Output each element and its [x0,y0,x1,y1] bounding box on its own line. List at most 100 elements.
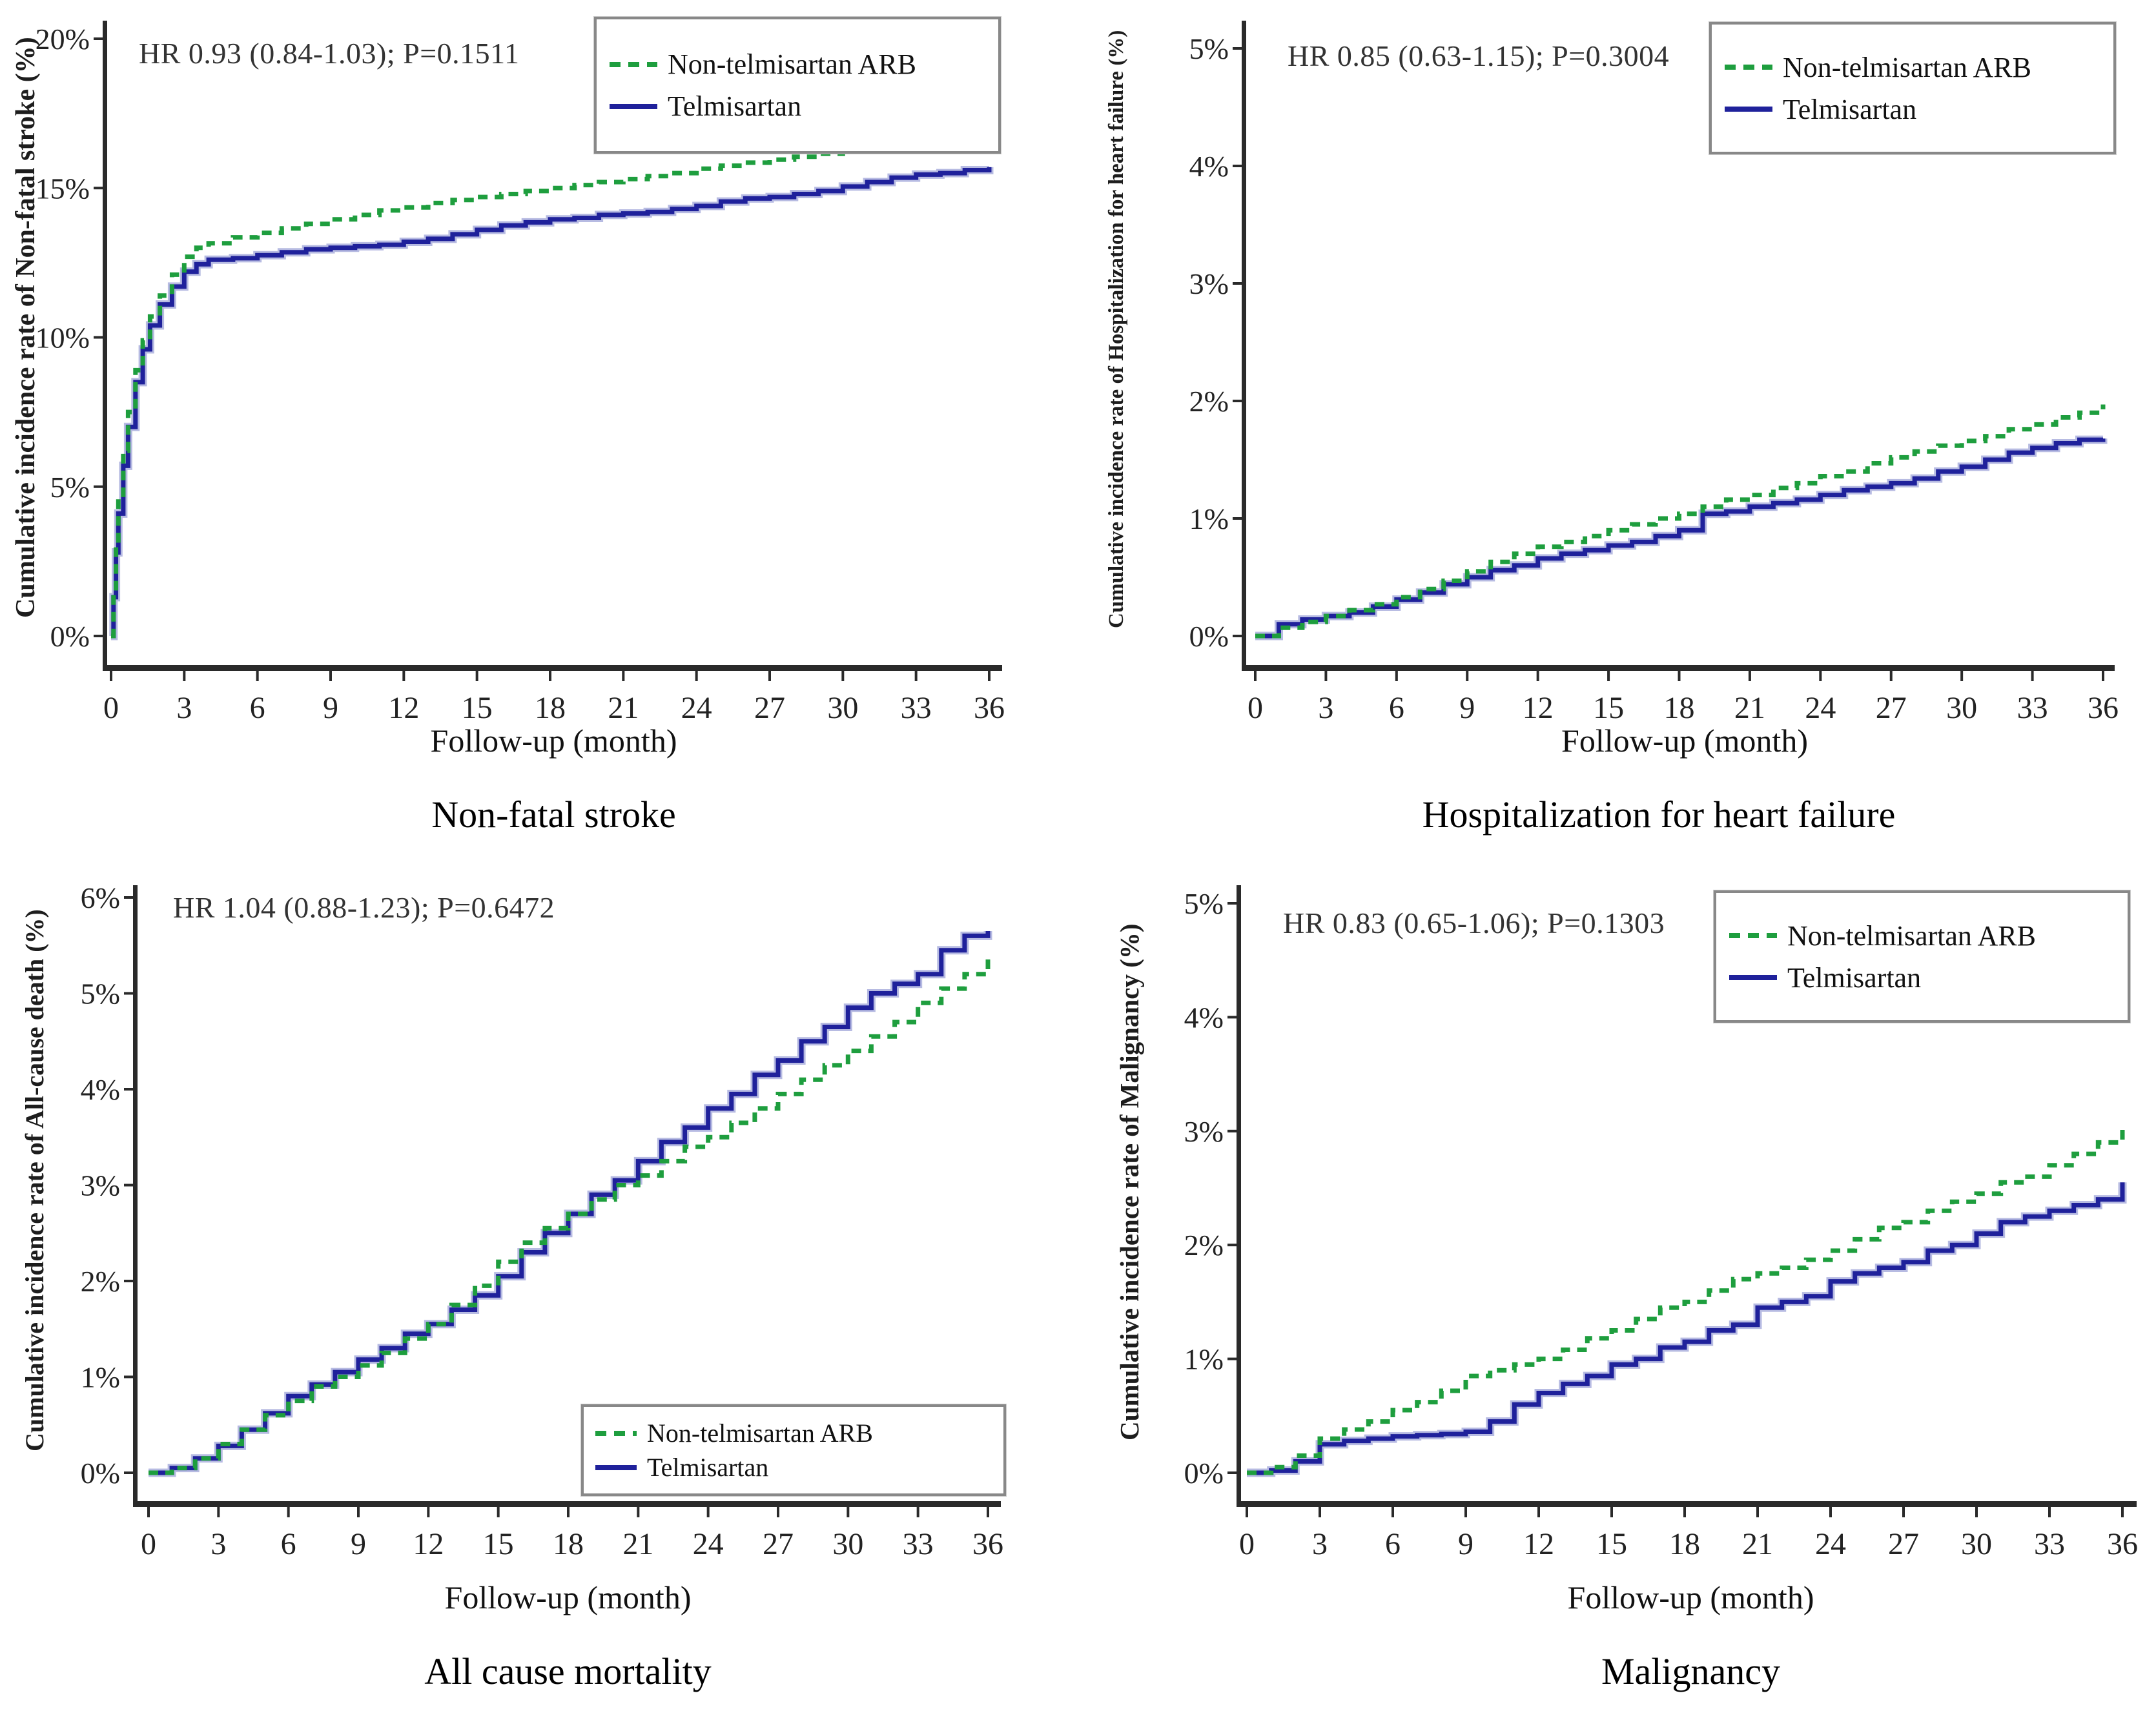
svg-text:9: 9 [351,1527,366,1561]
svg-text:33: 33 [903,1527,934,1561]
legend-item-telmisartan: Telmisartan [1729,961,2115,994]
svg-text:4%: 4% [1189,150,1229,183]
svg-text:27: 27 [1888,1527,1919,1561]
legend-label-telmisartan: Telmisartan [1787,961,1922,994]
mortality-panel-title: All cause mortality [424,1650,712,1692]
stroke-x-axis-label: Follow-up (month) [430,723,677,759]
svg-text:0: 0 [141,1527,156,1561]
legend-label-arb: Non-telmisartan ARB [668,48,916,80]
heart-failure-y-axis-label: Cumulative incidence rate of Hospitaliza… [1105,30,1128,629]
svg-text:21: 21 [608,691,639,725]
svg-text:30: 30 [1961,1527,1992,1561]
heart-failure-plot-canvas: 0%1%2%3%4%5%0 3 6 9 12 15 18 21 24 27 30 33 36 [1189,21,2119,725]
stroke-panel-title: Non-fatal stroke [431,794,676,835]
svg-text:15%: 15% [36,172,90,205]
svg-text:2%: 2% [1184,1229,1224,1262]
svg-text:5%: 5% [1189,32,1229,65]
svg-text:36: 36 [972,1527,1003,1561]
panel-all-cause-mortality: 0% 1% 2% 3% 4% 5% 6% 0 3 6 9 12 15 18 21 24 27 30 33 36 Cum… [0,861,1078,1722]
svg-text:15: 15 [1593,691,1624,725]
svg-text:5%: 5% [1184,887,1224,920]
heart-failure-panel-title: Hospitalization for heart failure [1422,794,1896,835]
svg-text:1%: 1% [1189,502,1229,535]
svg-text:6: 6 [1385,1527,1401,1561]
legend-item-telmisartan: Telmisartan [595,1452,992,1482]
svg-text:24: 24 [1815,1527,1846,1561]
svg-text:20%: 20% [36,23,90,56]
svg-text:10%: 10% [36,322,90,354]
svg-text:12: 12 [413,1527,444,1561]
solid-line-sample-icon [610,103,657,109]
svg-text:6: 6 [281,1527,296,1561]
svg-text:9: 9 [323,691,338,725]
heart-failure-x-axis-label: Follow-up (month) [1561,723,1808,759]
legend-item-arb: Non-telmisartan ARB [1729,919,2115,952]
svg-text:3: 3 [210,1527,226,1561]
svg-text:18: 18 [1669,1527,1700,1561]
svg-text:27: 27 [763,1527,794,1561]
dashed-line-sample-icon [610,61,657,67]
svg-text:15: 15 [462,691,493,725]
dashed-line-sample-icon [595,1430,637,1436]
svg-text:3: 3 [176,691,192,725]
svg-text:12: 12 [388,691,419,725]
svg-text:0: 0 [103,691,119,725]
legend-label-telmisartan: Telmisartan [647,1453,769,1482]
mortality-plot-canvas: 0%1%2%3%4%5%6%0 3 6 9 12 15 18 21 24 27 30 33 36 [81,881,1003,1561]
svg-text:36: 36 [2088,691,2119,725]
malignancy-plot-canvas: 0%1%2%3%4%5%0 3 6 9 12 15 18 21 24 27 30 33 36 [1184,885,2138,1561]
svg-text:15: 15 [483,1527,514,1561]
panel-heart-failure: 0% 1% 2% 3% 4% 5% 0 3 6 9 12 15 18 21 24 27 30 33 36 Cumul… [1078,0,2156,861]
legend-label-arb: Non-telmisartan ARB [1787,919,2036,952]
svg-text:12: 12 [1523,1527,1554,1561]
svg-text:36: 36 [974,691,1005,725]
malignancy-hr-annotation: HR 0.83 (0.65-1.06); P=0.1303 [1283,907,1665,939]
svg-text:30: 30 [832,1527,863,1561]
legend-label-telmisartan: Telmisartan [668,90,802,122]
svg-text:33: 33 [2034,1527,2065,1561]
svg-text:4%: 4% [1184,1001,1224,1034]
stroke-y-axis-label: Cumulative incidence rate of Non-fatal s… [11,37,41,619]
mortality-legend: Non-telmisartan ARB Telmisartan [580,1404,1007,1497]
svg-text:18: 18 [553,1527,584,1561]
stroke-hr-annotation: HR 0.93 (0.84-1.03); P=0.1511 [139,37,520,70]
legend-item-telmisartan: Telmisartan [610,90,985,123]
malignancy-x-axis-label: Follow-up (month) [1567,1579,1814,1615]
svg-text:24: 24 [693,1527,724,1561]
svg-text:9: 9 [1459,691,1475,725]
svg-text:3%: 3% [81,1169,120,1202]
panel-malignancy: 0% 1% 2% 3% 4% 5% 0 3 6 9 12 15 18 21 24 27 30 33 36 Cumul… [1078,861,2156,1722]
svg-text:30: 30 [1946,691,1977,725]
svg-text:0%: 0% [81,1457,120,1490]
svg-text:27: 27 [1876,691,1907,725]
svg-text:1%: 1% [1184,1343,1224,1376]
svg-text:18: 18 [1664,691,1695,725]
svg-text:0%: 0% [50,620,90,653]
legend-label-arb: Non-telmisartan ARB [647,1419,873,1448]
svg-text:3: 3 [1318,691,1333,725]
svg-text:3%: 3% [1189,267,1229,300]
svg-text:21: 21 [622,1527,653,1561]
svg-text:21: 21 [1734,691,1765,725]
malignancy-panel-title: Malignancy [1601,1650,1781,1692]
legend-item-arb: Non-telmisartan ARB [610,48,985,81]
svg-text:2%: 2% [1189,385,1229,418]
svg-text:3%: 3% [1184,1115,1224,1148]
mortality-x-axis-label: Follow-up (month) [444,1579,692,1615]
svg-text:6: 6 [250,691,265,725]
svg-text:9: 9 [1458,1527,1473,1561]
svg-text:33: 33 [901,691,932,725]
solid-line-sample-icon [595,1464,637,1470]
svg-text:0: 0 [1239,1527,1255,1561]
svg-text:0%: 0% [1184,1457,1224,1490]
svg-text:15: 15 [1596,1527,1627,1561]
dashed-line-sample-icon [1729,933,1777,938]
stroke-plot-canvas: 0%5%10%15%20%0 3 6 9 12 15 18 21 24 27 30 33 36 [36,21,1005,725]
svg-text:3: 3 [1312,1527,1328,1561]
mortality-hr-annotation: HR 1.04 (0.88-1.23); P=0.6472 [173,891,555,924]
svg-text:18: 18 [535,691,566,725]
svg-text:5%: 5% [81,978,120,1010]
heart-failure-legend: Non-telmisartan ARB Telmisartan [1709,21,2117,155]
heart-failure-hr-annotation: HR 0.85 (0.63-1.15); P=0.3004 [1288,39,1670,72]
